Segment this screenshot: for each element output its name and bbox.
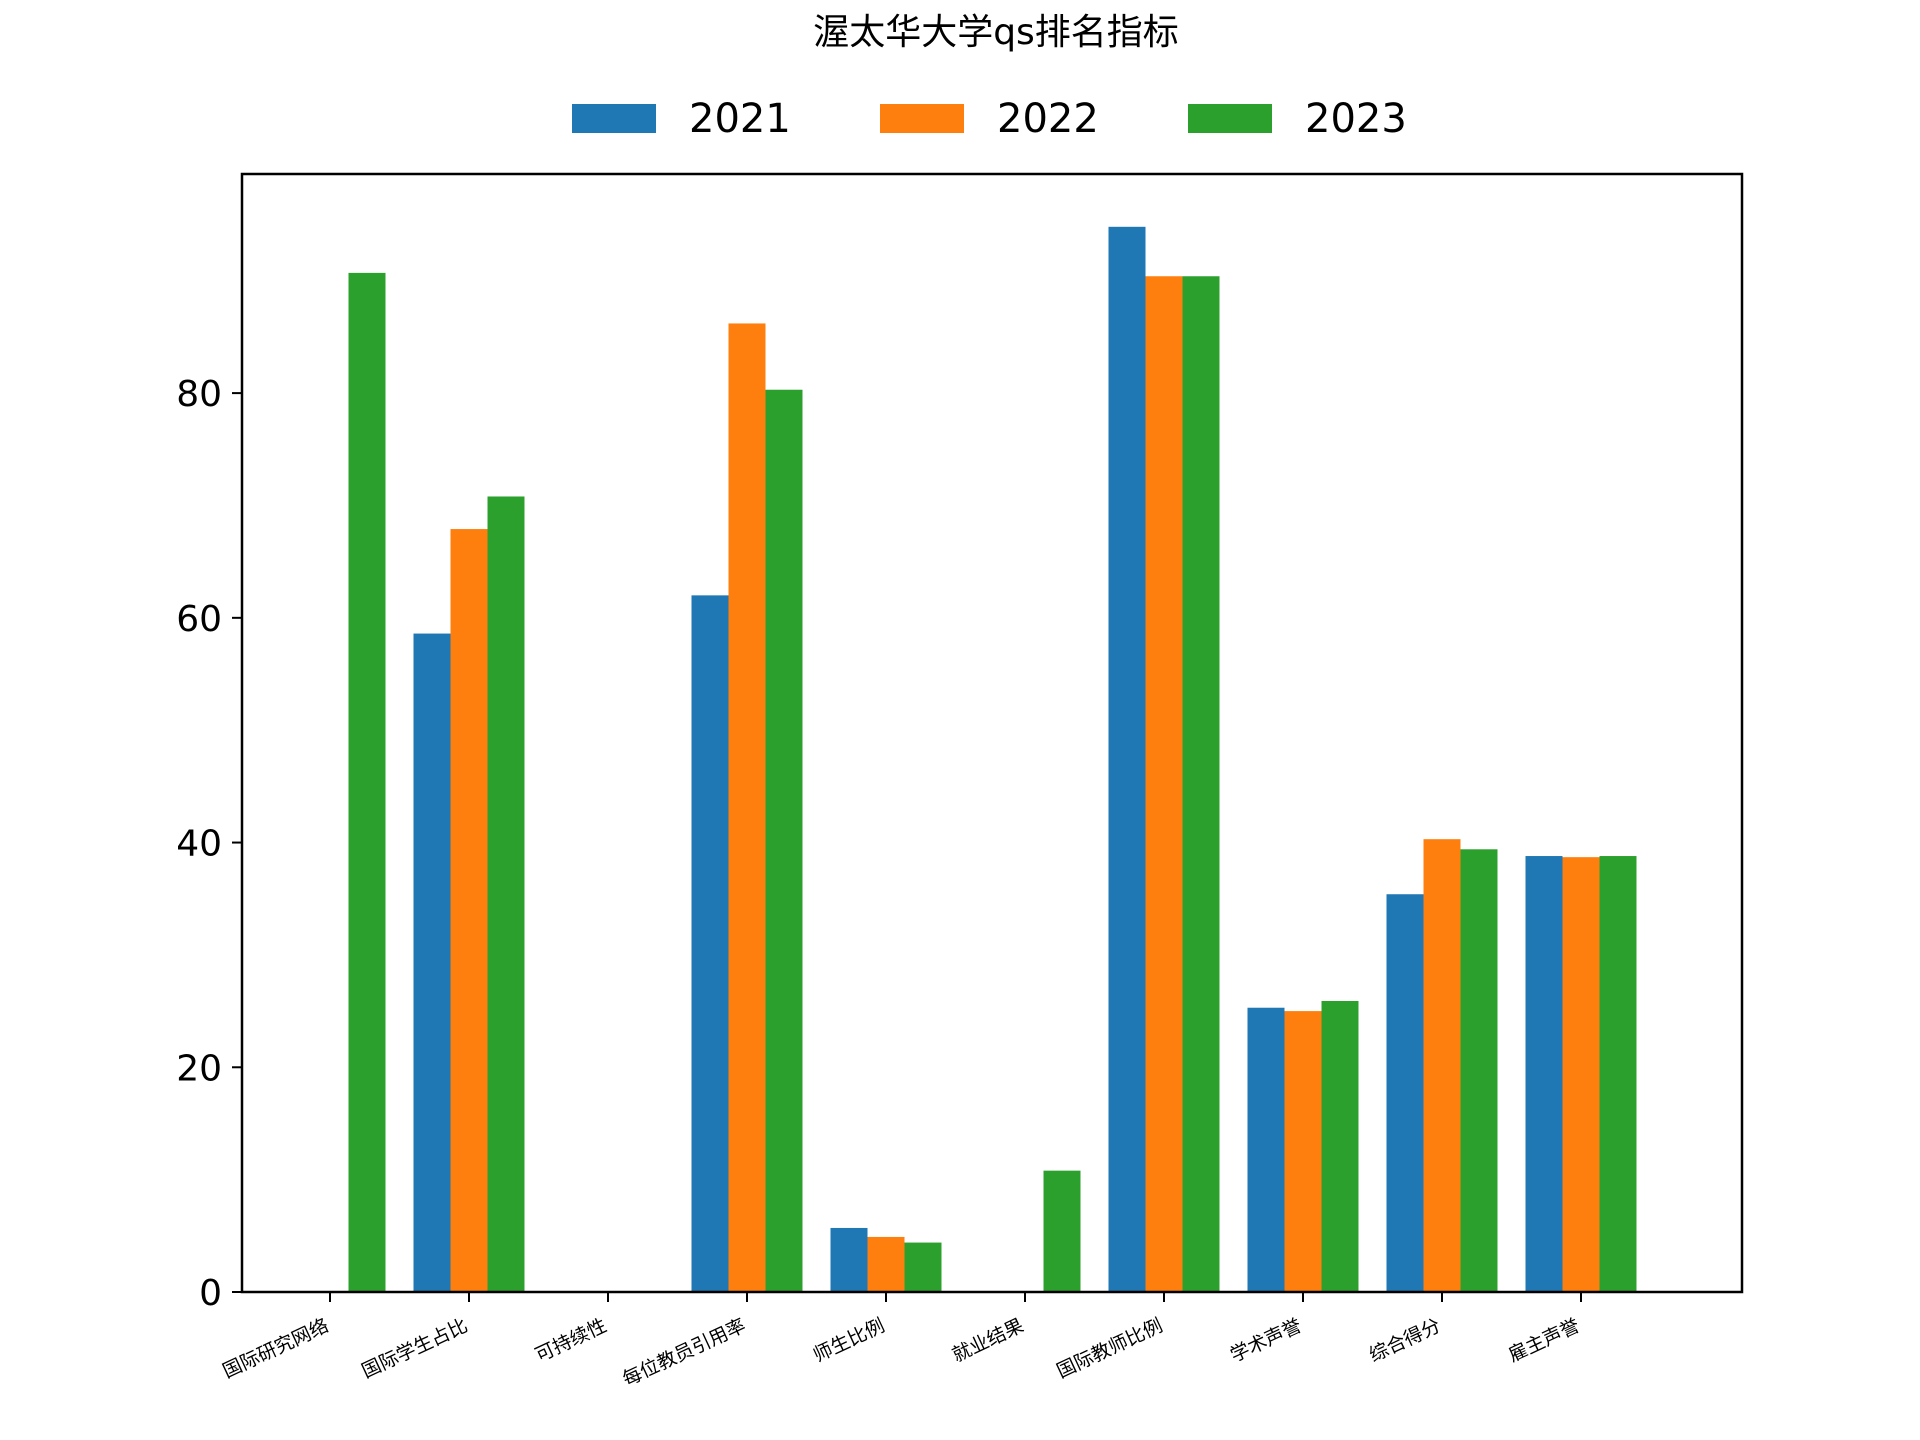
chart-title: 渥太华大学qs排名指标	[813, 12, 1179, 53]
bar-2023-7	[1321, 1000, 1359, 1292]
bar-2021-4	[830, 1227, 868, 1292]
y-axis: 0 20 40 60 80	[176, 374, 242, 1314]
legend-label-2022: 2022	[997, 96, 1099, 142]
bar-2023-4	[904, 1242, 942, 1292]
legend-swatch-2021	[572, 104, 656, 133]
bar-2023-9	[1599, 856, 1637, 1292]
bar-2022-6	[1145, 276, 1183, 1292]
x-tick-label: 综合得分	[1366, 1315, 1444, 1367]
bar-2022-1	[450, 529, 488, 1292]
legend-label-2023: 2023	[1305, 96, 1407, 142]
bar-2023-3	[765, 389, 803, 1292]
bar-2022-9	[1562, 857, 1600, 1292]
x-tick-label: 师生比例	[810, 1315, 888, 1367]
legend: 2021 2022 2023	[572, 96, 1407, 142]
bar-2023-0	[348, 272, 386, 1292]
y-tick-label: 40	[176, 824, 222, 865]
y-tick-label: 60	[176, 599, 222, 640]
y-tick-label: 0	[199, 1273, 222, 1314]
legend-label-2021: 2021	[689, 96, 791, 142]
legend-swatch-2022	[880, 104, 964, 133]
bar-2023-5	[1043, 1170, 1081, 1292]
x-tick-label: 国际研究网络	[219, 1315, 332, 1383]
x-tick-label: 国际学生占比	[358, 1315, 471, 1383]
x-tick-label: 可持续性	[532, 1315, 610, 1367]
bar-2021-6	[1108, 226, 1146, 1292]
bar-2022-8	[1423, 839, 1461, 1292]
bar-2021-8	[1386, 894, 1424, 1292]
bar-2023-6	[1182, 276, 1220, 1292]
legend-swatch-2023	[1188, 104, 1272, 133]
bar-2021-1	[413, 633, 451, 1292]
y-tick-label: 20	[176, 1048, 222, 1089]
bar-2022-7	[1284, 1011, 1322, 1292]
x-tick-label: 就业结果	[949, 1315, 1027, 1367]
bar-2022-4	[867, 1236, 905, 1292]
bar-2023-8	[1460, 849, 1498, 1292]
y-tick-label: 80	[176, 374, 222, 415]
x-tick-label: 每位教员引用率	[619, 1315, 749, 1391]
x-tick-label: 国际教师比例	[1053, 1315, 1166, 1383]
plot-frame	[240, 172, 1744, 1294]
x-tick-label: 学术声誉	[1227, 1315, 1305, 1367]
x-tick-label: 雇主声誉	[1505, 1315, 1583, 1367]
bar-2023-1	[487, 496, 525, 1292]
bar-2021-9	[1525, 856, 1563, 1292]
x-axis: 国际研究网络 国际学生占比 可持续性 每位教员引用率 师生比例 就业结果 国际教师比例 学术声…	[219, 1292, 1583, 1391]
bar-2021-3	[691, 595, 729, 1292]
bars	[348, 226, 1637, 1293]
bar-2021-7	[1247, 1007, 1285, 1292]
bar-2022-3	[728, 323, 766, 1293]
